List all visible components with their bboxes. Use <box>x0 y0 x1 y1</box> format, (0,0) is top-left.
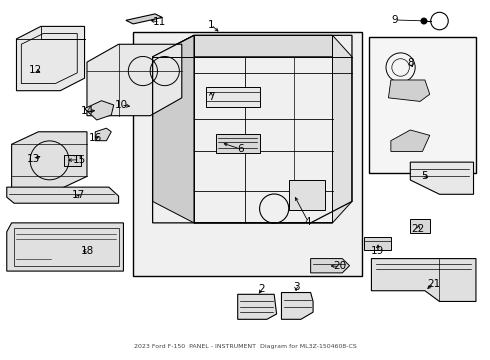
Polygon shape <box>238 294 276 319</box>
Polygon shape <box>194 35 352 223</box>
Text: 15: 15 <box>73 155 86 165</box>
Text: 20: 20 <box>333 261 346 271</box>
Polygon shape <box>152 35 333 57</box>
Bar <box>206 87 260 107</box>
Bar <box>216 134 260 153</box>
Text: 11: 11 <box>153 17 167 27</box>
Polygon shape <box>391 130 430 152</box>
Text: 8: 8 <box>407 58 414 68</box>
Text: 2023 Ford F-150  PANEL - INSTRUMENT  Diagram for ML3Z-1504608-CS: 2023 Ford F-150 PANEL - INSTRUMENT Diagr… <box>134 343 356 348</box>
Bar <box>410 219 430 233</box>
Polygon shape <box>126 14 162 24</box>
Text: 1: 1 <box>208 19 214 30</box>
Text: 9: 9 <box>392 15 398 25</box>
Polygon shape <box>311 258 349 273</box>
Text: 21: 21 <box>427 279 441 289</box>
Text: 5: 5 <box>421 171 428 181</box>
Polygon shape <box>17 26 85 91</box>
Bar <box>289 180 325 210</box>
Bar <box>369 37 476 173</box>
Polygon shape <box>281 293 313 319</box>
Text: 2: 2 <box>259 284 265 294</box>
Polygon shape <box>371 258 476 301</box>
Bar <box>133 32 362 276</box>
Polygon shape <box>389 80 430 102</box>
Polygon shape <box>152 35 194 223</box>
Text: 19: 19 <box>370 246 384 256</box>
Polygon shape <box>85 101 114 120</box>
Polygon shape <box>95 128 111 141</box>
Text: 13: 13 <box>27 154 40 164</box>
Polygon shape <box>87 44 182 116</box>
Text: 10: 10 <box>115 100 127 110</box>
Text: 17: 17 <box>72 190 85 201</box>
Text: 14: 14 <box>80 107 94 116</box>
Text: 18: 18 <box>80 246 94 256</box>
Bar <box>364 237 391 249</box>
Polygon shape <box>410 162 473 194</box>
Text: 4: 4 <box>305 217 312 227</box>
Polygon shape <box>7 187 119 203</box>
Text: 3: 3 <box>293 282 299 292</box>
Text: 6: 6 <box>237 144 244 154</box>
Text: 7: 7 <box>208 92 214 102</box>
Polygon shape <box>12 132 87 189</box>
Polygon shape <box>7 223 123 271</box>
Text: 16: 16 <box>89 133 102 143</box>
Bar <box>64 155 81 166</box>
Circle shape <box>421 18 427 24</box>
Text: 22: 22 <box>412 224 425 234</box>
Text: 12: 12 <box>28 65 42 75</box>
